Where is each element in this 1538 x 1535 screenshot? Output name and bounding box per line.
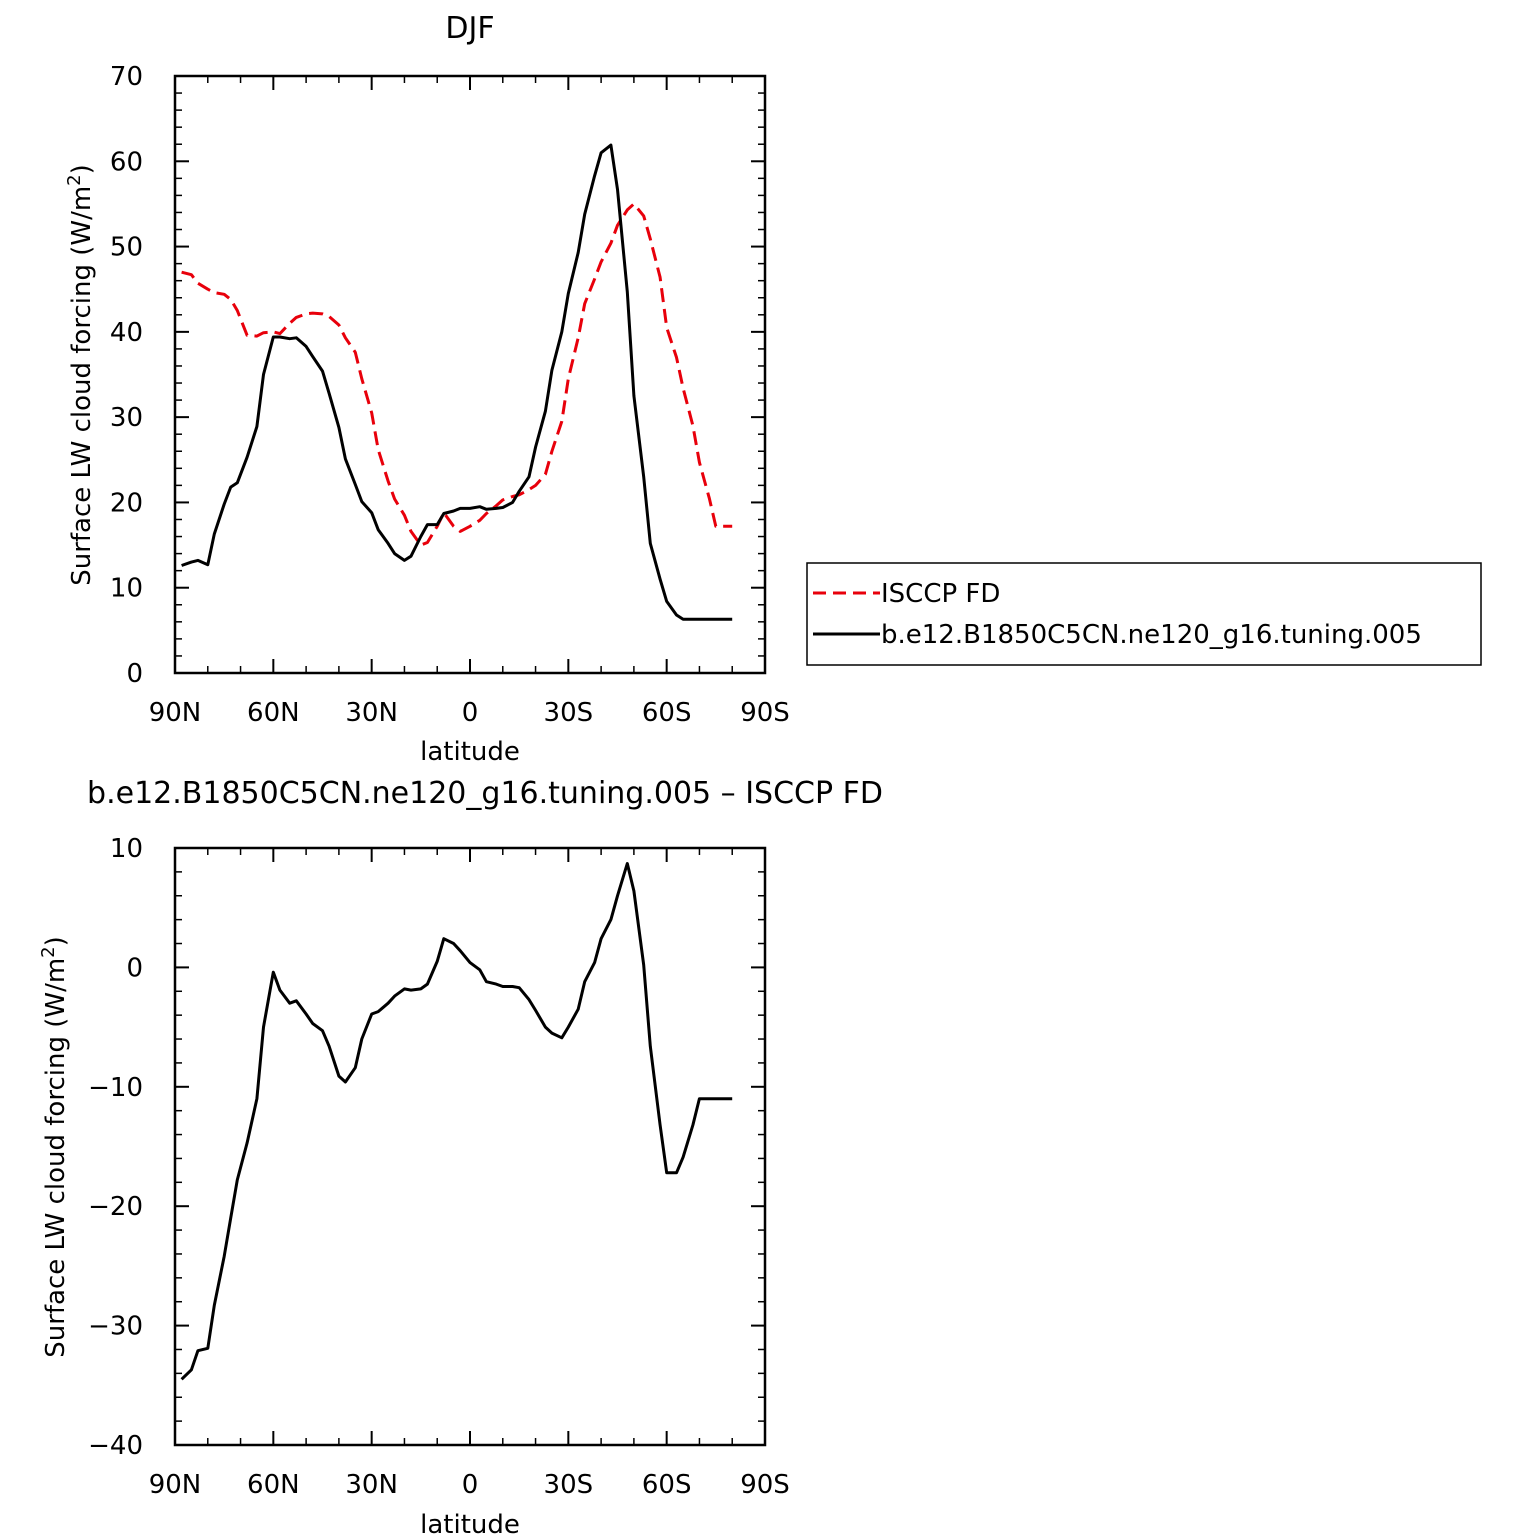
top-x-tick-label: 90S [740,698,790,728]
bottom-y-tick-label: −40 [88,1431,143,1461]
top-x-tick-label: 30N [345,698,398,728]
bottom-plot-panel: b.e12.B1850C5CN.ne120_g16.tuning.005 – I… [38,776,883,1535]
bottom-x-axis-label: latitude [420,1510,520,1535]
top-plot-panel: DJF 90N 60N 30N 0 30S 60S 90S 0 10 20 30 40 50 60 70 l… [64,11,790,767]
top-y-tick-label: 40 [110,318,143,348]
legend-label-isccp: ISCCP FD [881,579,1000,609]
bottom-x-tick-label: 30N [345,1470,398,1500]
top-y-tick-label: 0 [126,659,143,689]
legend-frame [806,562,1482,666]
bottom-x-tick-label: 30S [544,1470,594,1500]
bottom-y-tick-label: −10 [88,1073,143,1103]
bottom-y-tick-label: −20 [88,1192,143,1222]
top-y-tick-label: 10 [110,574,143,604]
top-y-axis-label: Surface LW cloud forcing (W/m2) [64,164,97,586]
bottom-plot-title: b.e12.B1850C5CN.ne120_g16.tuning.005 – I… [87,776,883,811]
top-plot-title: DJF [445,11,494,46]
legend: ISCCP FD b.e12.B1850C5CN.ne120_g16.tunin… [806,562,1482,666]
bottom-x-tick-label: 0 [462,1470,479,1500]
top-series-line-isccp [181,202,733,547]
top-x-tick-label: 30S [544,698,594,728]
bottom-series-line-model [180,862,733,1381]
bottom-series-lines [180,862,733,1381]
top-x-tick-label: 60S [642,698,692,728]
top-y-tick-label: 70 [110,62,143,92]
top-plot-frame [173,74,767,675]
top-series-line-model [181,143,733,621]
bottom-x-tick-label: 90S [740,1470,790,1500]
bottom-y-axis-label: Surface LW cloud forcing (W/m2) [38,936,71,1358]
bottom-axis-ticks [174,847,766,1446]
top-series-lines [181,143,733,621]
top-y-tick-label: 50 [110,233,143,263]
bottom-y-tick-label: 0 [126,953,143,983]
top-x-axis-label: latitude [420,737,520,767]
legend-label-model: b.e12.B1850C5CN.ne120_g16.tuning.005 [881,620,1422,650]
bottom-y-tick-label: −30 [88,1312,143,1342]
bottom-x-tick-label: 60N [247,1470,300,1500]
bottom-x-tick-label: 60S [642,1470,692,1500]
top-y-tick-label: 60 [110,147,143,177]
top-tick-labels: 90N 60N 30N 0 30S 60S 90S 0 10 20 30 40 50 60 70 [110,62,790,728]
bottom-y-tick-label: 10 [110,834,143,864]
top-y-tick-label: 30 [110,403,143,433]
top-x-tick-label: 90N [149,698,202,728]
bottom-x-tick-label: 90N [149,1470,202,1500]
top-y-tick-label: 20 [110,488,143,518]
top-x-tick-label: 60N [247,698,300,728]
bottom-plot-frame [173,846,767,1447]
top-x-tick-label: 0 [462,698,479,728]
bottom-tick-labels: 90N 60N 30N 0 30S 60S 90S −40 −30 −20 −10 0 10 [88,834,790,1500]
